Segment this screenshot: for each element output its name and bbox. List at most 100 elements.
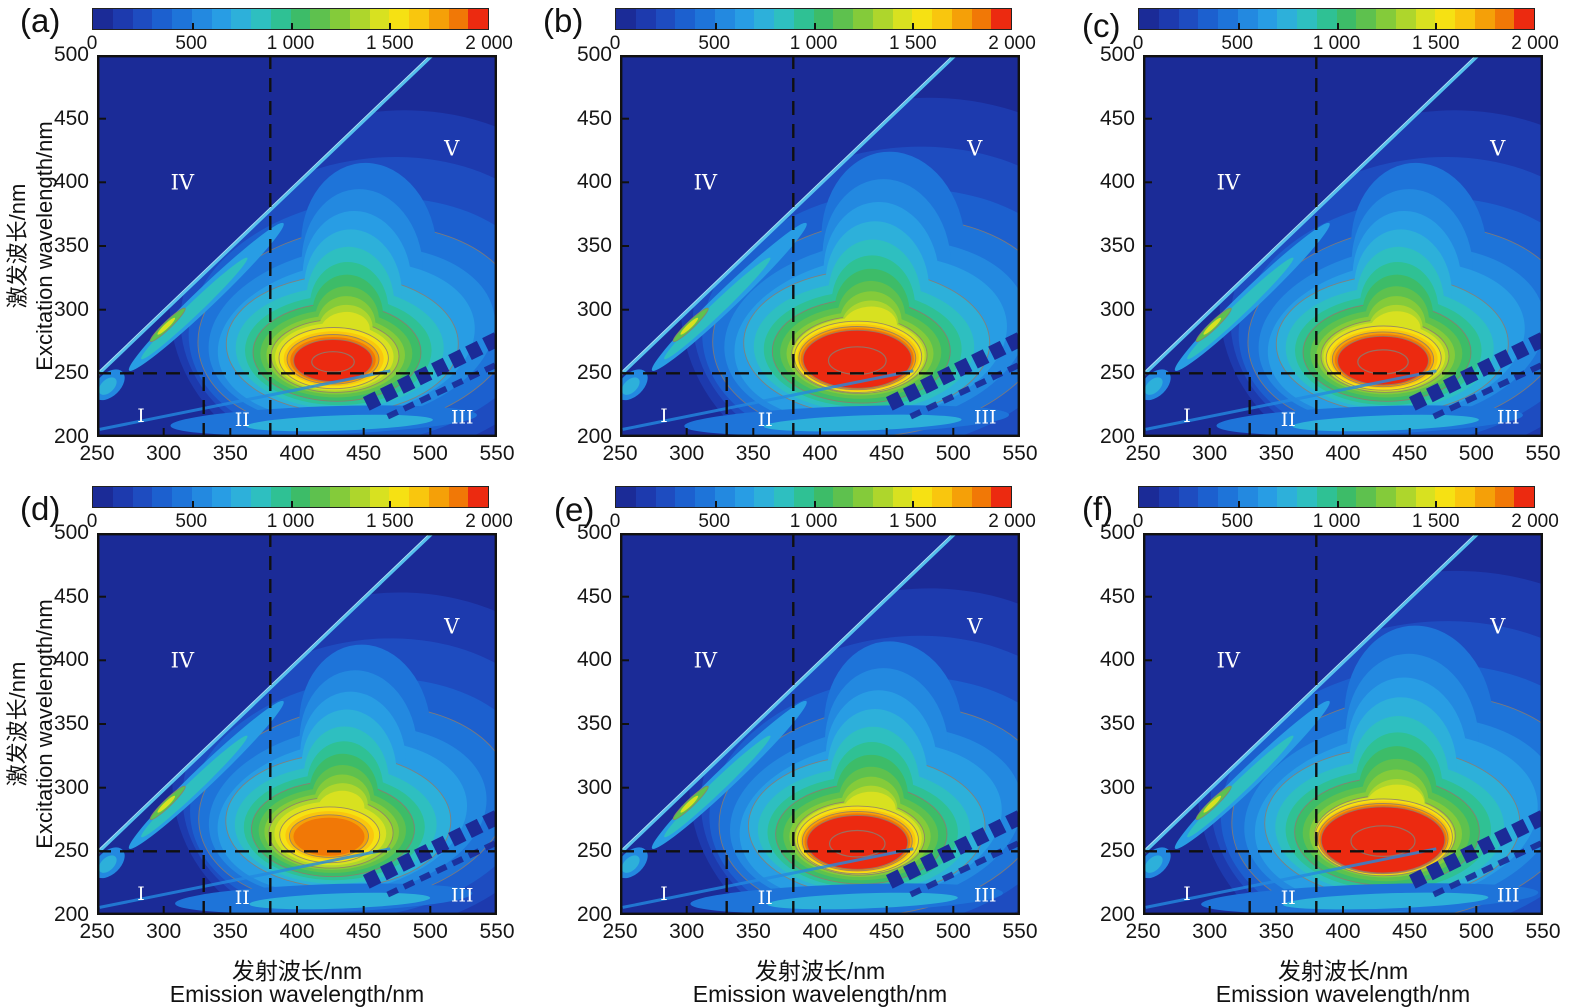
y-tick-label: 450 [1099,584,1135,608]
colorbar-segment [991,9,1011,29]
region-label-IV: IV [694,171,718,195]
colorbar-tick-label: 1 000 [1312,33,1361,54]
colorbar-segment [389,487,409,507]
y-tick-label: 300 [53,297,89,321]
region-label-IV: IV [171,649,195,673]
contour-level [802,329,912,389]
colorbar-tick-label: 1 500 [365,33,414,54]
plot-frame [97,55,497,437]
contour-level [621,855,640,873]
colorbar-segment [991,487,1011,507]
x-tick-label: 450 [869,442,905,465]
colorbar-segment [1356,487,1376,507]
x-axis-ticks: 250 300 350 400 450 500 550 [1125,920,1560,944]
colorbar-segment [448,487,469,507]
y-tick-label: 450 [53,106,89,130]
colorbar-segment [892,487,913,507]
colorbar-segment [813,9,834,29]
colorbar-segment [695,9,715,29]
colorbar-segment [1435,9,1455,29]
contour-level [157,317,176,335]
y-tick-label: 350 [1099,712,1135,735]
colorbar-segment [793,487,814,507]
colorbar-segment [912,487,932,507]
colorbar-tick [813,23,816,30]
contour-level [141,257,248,360]
x-tick-label: 450 [346,920,382,943]
contour-level [767,892,958,910]
plot-frame [620,55,1020,437]
colorbar-segment [1218,487,1238,507]
x-tick-label: 400 [802,442,838,465]
x-tick-label: 500 [412,442,448,465]
x-tick-label: 450 [1392,920,1428,943]
colorbar-segment [468,487,488,507]
y-tick-label: 200 [1099,903,1135,926]
colorbar-tick-label: 500 [698,33,731,54]
colorbar-segment [251,487,271,507]
x-tick-label: 500 [935,442,971,465]
colorbar-tick-label: 500 [1221,33,1254,54]
region-label-II: II [758,887,773,909]
colorbar-tick-label: 500 [175,511,208,532]
colorbar-labels: 0 500 1 000 1 500 2 000 [1133,511,1559,532]
region-label-III: III [1497,884,1520,906]
region-label-III: III [451,884,474,906]
colorbar-segment [971,9,992,29]
colorbar-segment [813,487,834,507]
colorbar-segment [1494,9,1515,29]
x-tick-label: 400 [1325,442,1361,465]
colorbar-tick-label: 1 500 [1411,511,1460,532]
colorbar [92,486,489,508]
region-label-II: II [758,409,773,431]
colorbar-segment [1316,9,1337,29]
colorbar-segment [1455,487,1475,507]
colorbar-segment [872,9,893,29]
y-tick-label: 500 [53,43,89,66]
contour-level [141,735,248,838]
colorbar-segment [695,487,715,507]
colorbar-segment [912,9,932,29]
colorbar-segment [1376,9,1396,29]
x-tick-label: 300 [1192,920,1228,943]
region-label-IV: IV [1217,171,1241,195]
colorbar-segment [1218,9,1238,29]
colorbar-segment [409,9,429,29]
colorbar-tick-label: 1 000 [789,33,838,54]
y-tick-label: 400 [1099,648,1135,672]
plot-frame [97,533,497,915]
colorbar-tick [1237,501,1240,508]
colorbar-tick [1435,23,1438,30]
region-label-I: I [1183,405,1191,427]
region-label-I: I [137,405,145,427]
x-axis-title-zh: 发射波长/nm [231,958,363,984]
x-axis-title-zh: 发射波长/nm [754,958,886,984]
x-tick-label: 550 [479,920,515,943]
colorbar-segment [369,9,390,29]
y-tick-label: 250 [1099,361,1135,385]
contour-level [680,317,699,335]
panel-b: (b) 0 500 1 000 1 500 2 000 500 450 400 350 300 2… [523,0,1050,529]
colorbar-segment [1435,487,1455,507]
colorbar-segment [1395,487,1416,507]
colorbar-segment [754,9,774,29]
colorbar-segment [1158,9,1179,29]
colorbar-segment [714,487,735,507]
colorbar-tick-label: 2 000 [1511,511,1559,532]
colorbar-tick-label: 2 000 [988,511,1036,532]
x-tick-label: 550 [479,442,515,465]
colorbar-segment [231,9,251,29]
x-axis-title-zh: 发射波长/nm [1277,958,1409,984]
region-label-II: II [1281,887,1296,909]
colorbar-segment [655,487,676,507]
x-tick-label: 400 [1325,920,1361,943]
x-tick-label: 400 [279,920,315,943]
y-tick-label: 450 [1099,106,1135,130]
x-tick-label: 500 [412,920,448,943]
panel-letter: (a) [20,2,61,39]
contour-level [664,735,771,838]
colorbar-tick-label: 500 [1221,511,1254,532]
colorbar-tick-label: 2 000 [465,33,513,54]
y-tick-label: 300 [576,297,612,321]
contour-level [98,855,117,873]
